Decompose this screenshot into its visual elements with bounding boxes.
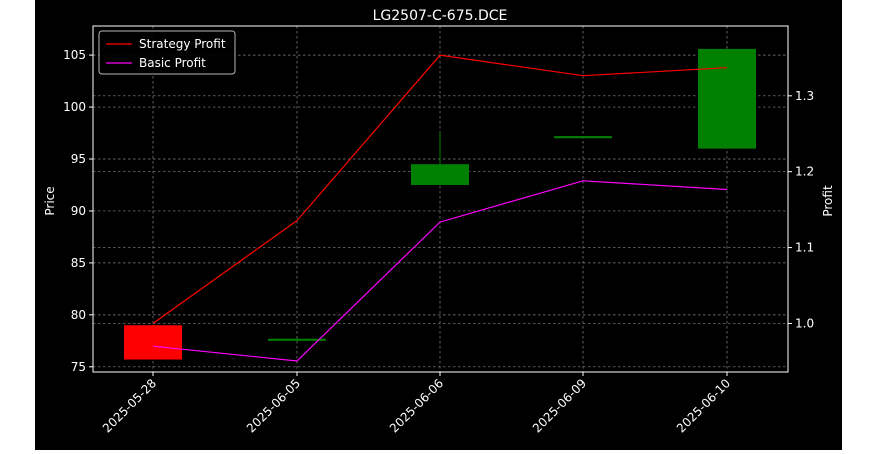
strategy-profit-line — [152, 54, 728, 324]
x-tick-label: 2025-06-10 — [674, 376, 733, 435]
figure: LG2507-C-675.DCE Price Profit 2025-05-28… — [35, 0, 842, 450]
x-tick-label: 2025-06-09 — [530, 376, 589, 435]
legend: Strategy Profit Basic Profit — [98, 30, 236, 75]
y-tick-label-right: 1.3 — [795, 89, 814, 103]
x-tick-label: 2025-06-05 — [244, 376, 303, 435]
chart-svg: LG2507-C-675.DCE Price Profit 2025-05-28… — [43, 8, 835, 435]
y-axis-label-left: Price — [43, 186, 57, 215]
y-tick-label-left: 85 — [71, 256, 86, 270]
legend-label-strategy: Strategy Profit — [139, 37, 226, 51]
x-tick-label: 2025-06-06 — [387, 376, 446, 435]
candle-body — [411, 164, 469, 185]
candle-body — [698, 48, 756, 149]
plot-frame — [92, 25, 789, 373]
y-tick-label-left: 75 — [71, 360, 86, 374]
y-tick-label-right: 1.0 — [795, 316, 814, 330]
y-axis-label-right: Profit — [821, 185, 835, 217]
legend-label-basic: Basic Profit — [139, 56, 206, 70]
y-tick-label-right: 1.2 — [795, 165, 814, 179]
x-tick-label: 2025-05-28 — [100, 376, 159, 435]
y-tick-label-left: 90 — [71, 204, 86, 218]
legend-frame — [98, 30, 236, 75]
grid — [93, 26, 788, 372]
y-tick-label-left: 105 — [63, 48, 86, 62]
candle-body — [124, 325, 182, 360]
y-tick-label-left: 80 — [71, 308, 86, 322]
basic-profit-line — [152, 180, 728, 362]
y-tick-label-left: 100 — [63, 100, 86, 114]
chart-title: LG2507-C-675.DCE — [373, 8, 508, 24]
candle-body — [268, 338, 326, 341]
profit-lines — [152, 54, 728, 362]
y-tick-label-left: 95 — [71, 152, 86, 166]
candles — [124, 48, 756, 360]
candle-body — [554, 136, 612, 139]
y-tick-label-right: 1.1 — [795, 241, 814, 255]
